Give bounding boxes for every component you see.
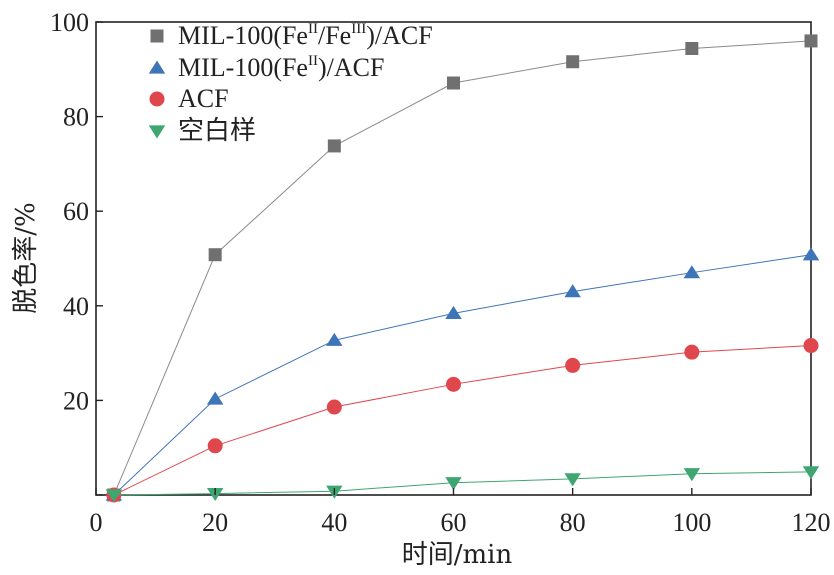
legend-superscript: II xyxy=(308,21,318,37)
legend-marker xyxy=(148,60,166,74)
legend-entry-4: 空白样 xyxy=(148,116,256,146)
legend-text-part: 空白样 xyxy=(178,116,256,146)
series-3 xyxy=(106,338,819,503)
series-1 xyxy=(107,34,818,502)
data-point xyxy=(683,468,701,482)
legend-text-part: ACF xyxy=(178,84,229,113)
series-line xyxy=(113,345,812,496)
series-line xyxy=(113,254,812,496)
y-axis-title: 脱色率/% xyxy=(11,202,41,313)
y-tick-label: 20 xyxy=(63,386,89,415)
data-point xyxy=(684,344,700,360)
data-point xyxy=(802,466,820,480)
data-point xyxy=(446,376,461,392)
legend-text-part: )/ACF xyxy=(366,21,432,50)
y-tick-label: 40 xyxy=(63,292,89,321)
data-point xyxy=(206,391,224,405)
data-point xyxy=(803,338,819,354)
legend-label: ACF xyxy=(178,84,229,113)
legend-entry-1: MIL-100(FeII/FeIII)/ACF xyxy=(150,21,433,50)
data-point xyxy=(105,489,123,503)
data-point xyxy=(207,438,223,454)
legend-text-part: MIL-100(Fe xyxy=(178,21,308,50)
y-tick-label: 60 xyxy=(63,197,89,226)
legend-marker xyxy=(148,125,166,139)
legend-label: 空白样 xyxy=(178,116,256,146)
legend-marker xyxy=(149,91,165,107)
data-point xyxy=(564,473,581,487)
legend-marker xyxy=(150,29,164,43)
data-point xyxy=(445,477,462,491)
x-tick-label: 80 xyxy=(560,508,586,537)
series-2 xyxy=(105,247,820,501)
legend-entry-3: ACF xyxy=(149,84,229,113)
data-point xyxy=(326,332,343,346)
x-tick-label: 120 xyxy=(792,508,831,537)
y-tick-label: 80 xyxy=(63,103,89,132)
legend-entry-2: MIL-100(FeII)/ACF xyxy=(148,53,384,82)
legend-superscript: II xyxy=(308,53,318,69)
data-point xyxy=(565,357,581,373)
x-tick-label: 0 xyxy=(90,508,103,537)
legend-label: MIL-100(FeII)/ACF xyxy=(178,53,384,82)
data-point xyxy=(445,305,462,319)
legend-text-part: )/ACF xyxy=(318,53,384,82)
data-point xyxy=(208,248,222,262)
data-point xyxy=(564,284,581,298)
y-tick-label: 100 xyxy=(50,8,89,37)
data-point xyxy=(566,55,580,69)
x-tick-label: 60 xyxy=(441,508,467,537)
data-point xyxy=(447,76,460,90)
data-point xyxy=(683,265,701,279)
series-4 xyxy=(105,466,820,503)
legend-text-part: /Fe xyxy=(318,21,351,50)
data-point xyxy=(327,139,341,153)
legend-label: MIL-100(FeII/FeIII)/ACF xyxy=(178,21,433,50)
x-tick-label: 20 xyxy=(202,508,228,537)
x-tick-label: 100 xyxy=(672,508,711,537)
data-point xyxy=(685,41,699,55)
legend-superscript: III xyxy=(351,21,366,37)
data-point xyxy=(326,399,342,415)
legend-text-part: MIL-100(Fe xyxy=(178,53,308,82)
data-point xyxy=(804,34,818,48)
x-tick-label: 40 xyxy=(321,508,347,537)
data-point xyxy=(802,247,820,261)
x-axis-title: 时间/min xyxy=(402,540,513,570)
